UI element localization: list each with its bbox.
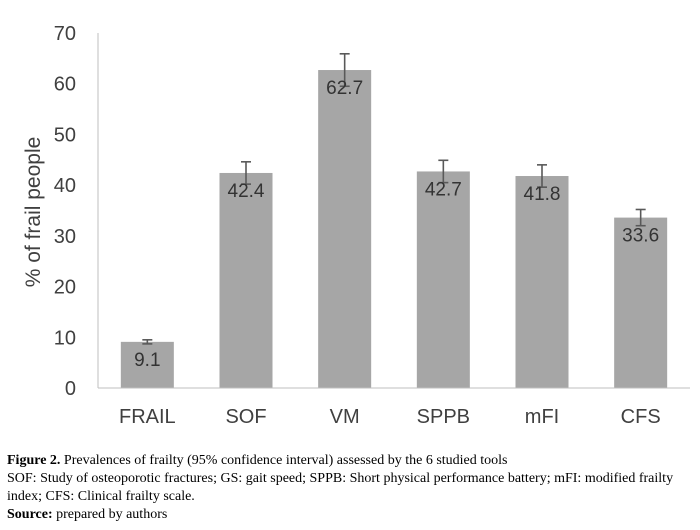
figure-text: Prevalences of frailty (95% confidence i… <box>60 453 508 468</box>
x-tick-label: CFS <box>621 406 661 428</box>
figure-caption: Figure 2. Prevalences of frailty (95% co… <box>7 452 697 524</box>
error-bar <box>438 159 449 184</box>
bar <box>614 217 668 388</box>
data-label: 42.7 <box>425 179 462 200</box>
source-text: prepared by authors <box>52 507 168 522</box>
x-tick-label: mFI <box>525 406 559 428</box>
x-axis: FRAIL SOF VM SPPB mFI CFS <box>98 387 690 428</box>
error-bar <box>635 208 646 227</box>
error-bar <box>537 164 547 188</box>
x-tick-label: FRAIL <box>119 406 176 428</box>
error-bar <box>241 161 251 185</box>
y-tick-label: 40 <box>54 175 76 197</box>
y-tick-label: 30 <box>54 226 76 248</box>
figure-label: Figure 2. <box>7 453 61 468</box>
data-label: 9.1 <box>134 350 160 371</box>
y-axis: 0 10 20 30 40 50 60 70 <box>54 23 99 400</box>
caption-source: Source: prepared by authors <box>7 506 697 524</box>
y-tick-label: 10 <box>54 327 76 349</box>
source-label: Source: <box>7 507 53 522</box>
data-label: 62.7 <box>326 78 363 99</box>
bar <box>120 341 174 388</box>
y-tick-label: 20 <box>54 277 76 299</box>
error-bar <box>142 339 153 345</box>
data-label: 33.6 <box>622 226 659 247</box>
caption-abbreviations: SOF: Study of osteoporotic fractures; GS… <box>7 471 674 504</box>
y-tick-label: 0 <box>65 378 76 400</box>
y-axis-label: % of frail people <box>22 137 45 288</box>
bar <box>416 171 470 388</box>
data-label: 42.4 <box>228 181 265 202</box>
bar <box>515 176 569 388</box>
y-tick-label: 60 <box>54 74 76 96</box>
x-tick-label: VM <box>330 406 360 428</box>
error-bar <box>339 52 350 88</box>
y-tick-label: 70 <box>54 23 76 45</box>
x-tick-label: SPPB <box>417 406 470 428</box>
caption-title: Figure 2. Prevalences of frailty (95% co… <box>7 452 697 470</box>
y-tick-label: 50 <box>54 124 76 146</box>
bar <box>318 70 372 389</box>
data-label: 41.8 <box>524 184 561 205</box>
bar <box>219 172 273 388</box>
x-tick-label: SOF <box>225 406 266 428</box>
bars: 9.1 42.4 62.7 42.7 41.8 33.6 <box>120 52 668 389</box>
